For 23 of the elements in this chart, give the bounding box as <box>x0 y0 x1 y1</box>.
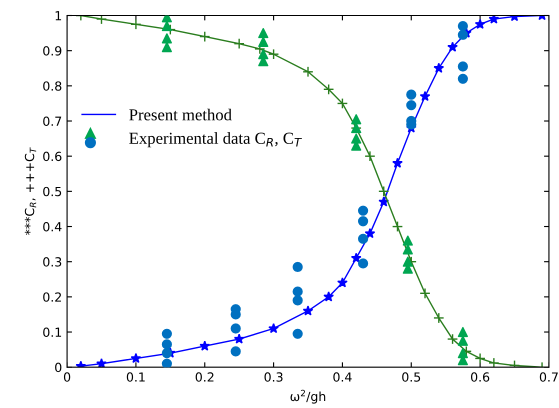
y-tick-label: 0.2 <box>43 292 61 302</box>
y-axis-title: ***C$_{R}$, +++C$_{T}$ <box>24 147 36 235</box>
y-tick-label: 1 <box>56 11 62 20</box>
y-tick-label: 0.1 <box>43 328 62 337</box>
x-tick-label: 0.4 <box>333 372 352 382</box>
y-tick-label: 0 <box>55 362 62 372</box>
y-tick-label: 0.9 <box>43 46 62 56</box>
x-tick-label: 0.5 <box>402 372 420 382</box>
y-tick-label: 0.8 <box>43 81 62 91</box>
x-tick-label: 0.6 <box>470 372 490 382</box>
x-axis-title: ω$^{2}$/gh <box>290 390 326 404</box>
y-tick-label: 0.5 <box>43 186 62 196</box>
x-tick-label: 0.3 <box>264 372 283 382</box>
legend-label: Present method <box>129 108 232 120</box>
x-tick-label: 0.2 <box>196 372 214 382</box>
y-tick-label: 0.3 <box>43 257 62 267</box>
x-tick-label: 0.7 <box>540 372 558 382</box>
x-tick-label: 0.1 <box>126 372 145 382</box>
y-tick-label: 0.7 <box>43 116 62 126</box>
legend-label: Experimental data C$_{R}$, C$_{T}$ <box>129 132 302 148</box>
x-tick-label: 0 <box>64 372 70 382</box>
y-tick-label: 0.6 <box>43 152 62 162</box>
y-tick-label: 0.4 <box>43 222 62 232</box>
